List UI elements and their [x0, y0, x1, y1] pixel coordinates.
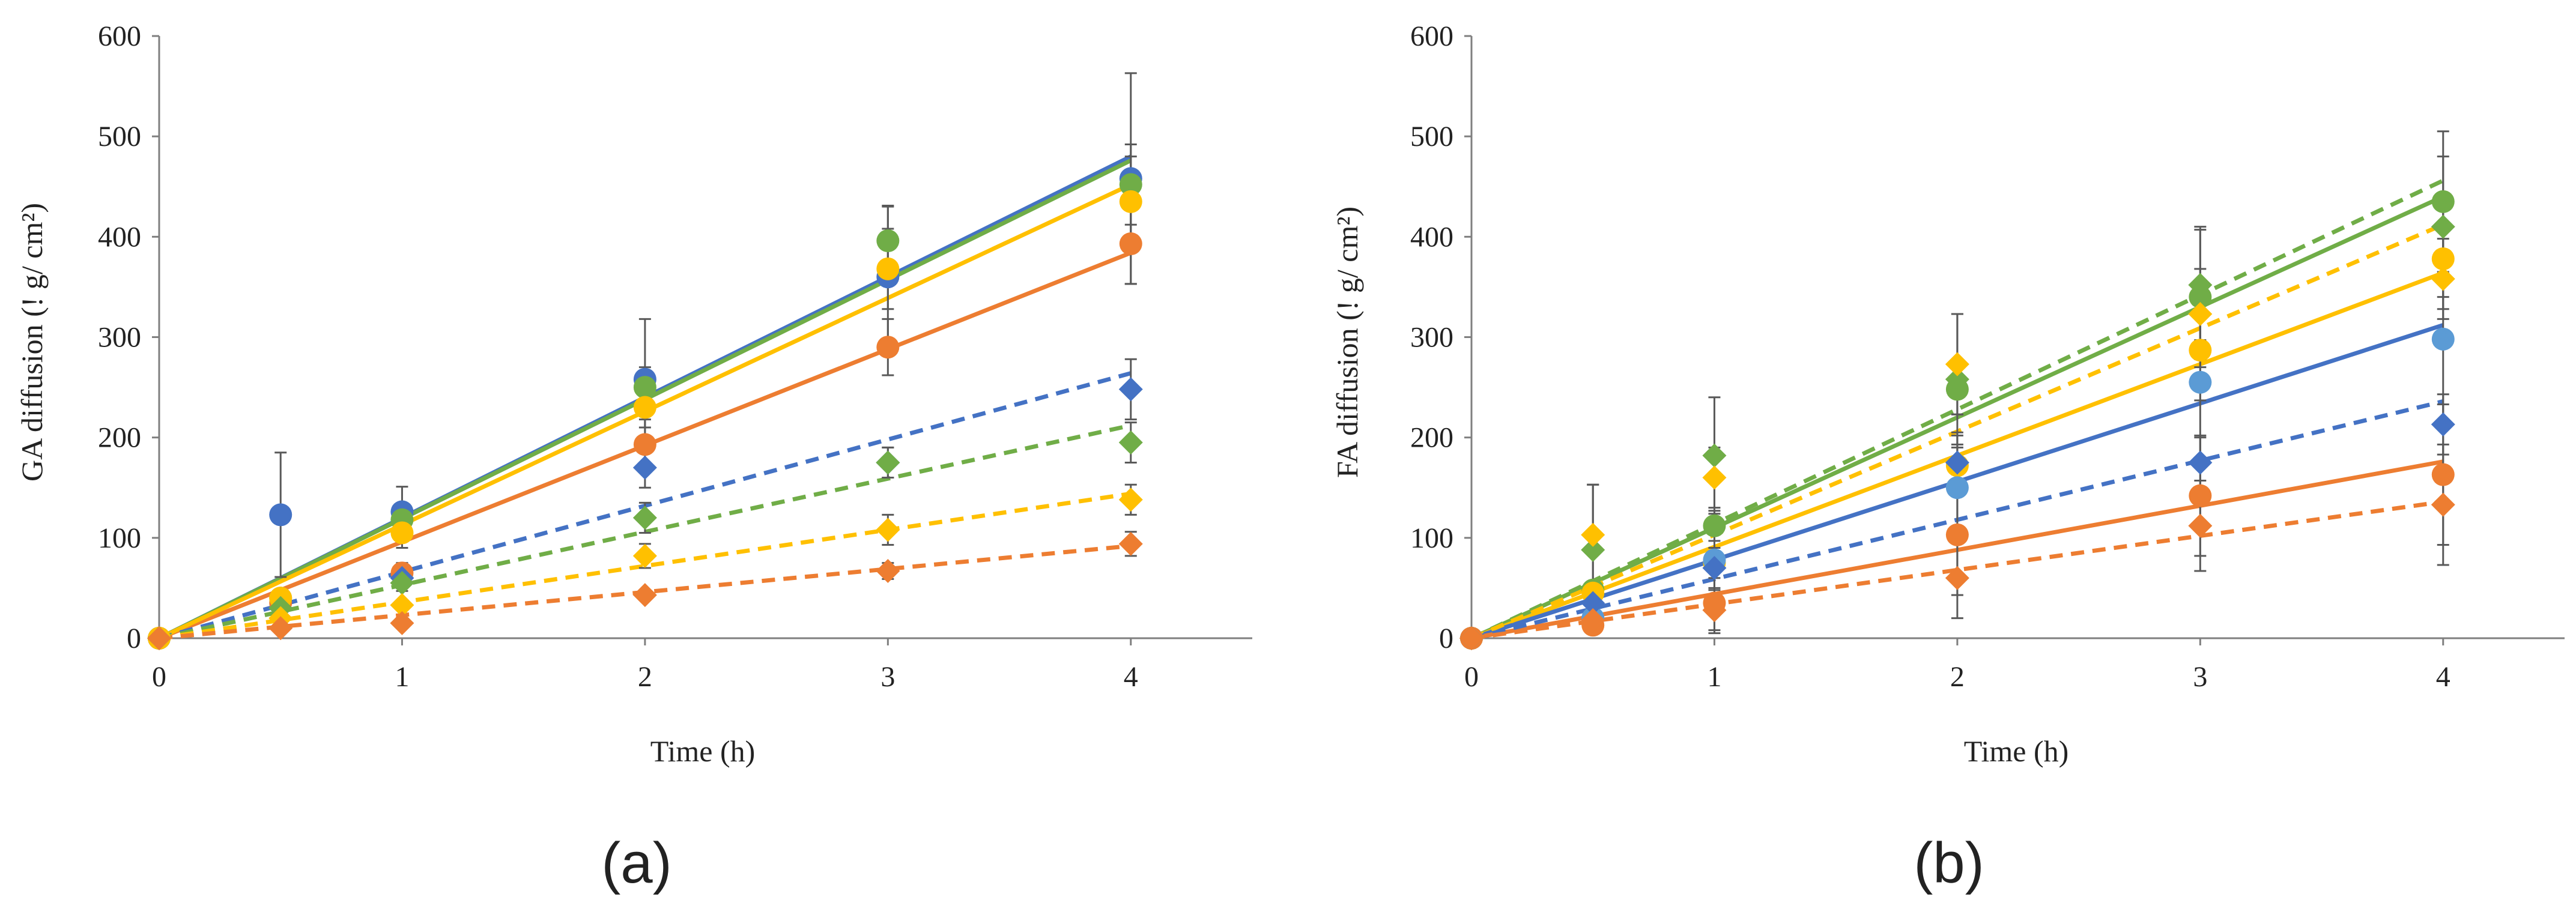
- data-point-yellow-diamond: [390, 593, 414, 617]
- data-point-green-circle: [633, 376, 656, 399]
- x-tick-label: 1: [395, 661, 409, 693]
- data-point-blue-diamond: [2431, 412, 2455, 436]
- data-point-orange-diamond: [1459, 626, 1483, 650]
- data-point-orange-circle: [2431, 463, 2455, 486]
- data-point-green-diamond: [1945, 367, 1969, 391]
- x-tick-label: 0: [1464, 661, 1479, 693]
- y-tick-label: 400: [1410, 221, 1453, 253]
- x-tick-label: 1: [1707, 661, 1721, 693]
- data-point-yellow-diamond: [2188, 302, 2213, 327]
- data-point-orange-diamond: [1118, 531, 1143, 556]
- trend-line-orange-diamond: [1471, 500, 2444, 641]
- data-point-yellow-diamond: [1702, 465, 1727, 490]
- y-tick-label: 0: [127, 623, 141, 654]
- data-point-orange-diamond: [1702, 598, 1727, 623]
- data-point-orange-diamond: [390, 611, 414, 635]
- data-point-green-circle: [1119, 173, 1142, 196]
- y-axis-title: GA diffusion (! g/ cm²): [15, 203, 49, 482]
- data-point-yellow-circle: [1119, 190, 1142, 213]
- data-point-orange-diamond: [2431, 492, 2455, 517]
- data-point-yellow-circle: [633, 396, 656, 419]
- data-point-green-circle: [2189, 285, 2212, 309]
- y-tick-label: 100: [1410, 522, 1453, 554]
- data-point-orange-circle: [1945, 523, 1969, 546]
- x-tick-label: 2: [638, 661, 652, 693]
- data-point-orange-diamond: [1945, 566, 1969, 590]
- y-tick-label: 500: [1410, 121, 1453, 152]
- chart-a: GA diffusion (! g/ cm²) Time (h) (a) 010…: [15, 20, 1252, 895]
- data-point-orange-diamond: [1581, 608, 1605, 632]
- data-point-yellow-circle: [2431, 247, 2455, 271]
- data-point-orange-diamond: [876, 558, 900, 583]
- data-point-orange-circle: [876, 336, 900, 359]
- x-axis-title: Time (h): [1964, 734, 2069, 768]
- data-point-green-circle: [876, 229, 900, 253]
- data-point-green-diamond: [1581, 537, 1605, 562]
- data-point-orange-circle: [2189, 484, 2212, 507]
- data-point-blue-diamond: [1702, 555, 1727, 580]
- data-point-green-diamond: [2188, 273, 2213, 297]
- y-tick-label: 200: [1410, 422, 1453, 454]
- y-tick-label: 0: [1439, 623, 1453, 654]
- y-tick-label: 300: [98, 322, 141, 354]
- trend-line-yellow-diamond: [159, 491, 1132, 641]
- data-point-green-diamond: [390, 571, 414, 596]
- y-tick-label: 100: [98, 522, 141, 554]
- y-axis-title: FA diffusion (! g/ cm²): [1330, 207, 1364, 478]
- y-tick-label: 300: [1410, 322, 1453, 354]
- data-point-green-diamond: [876, 450, 900, 475]
- data-point-yellow-diamond: [2431, 267, 2455, 291]
- data-point-yellow-circle: [2189, 339, 2212, 362]
- data-point-blue-circle: [269, 503, 292, 527]
- chart-caption: (b): [1914, 831, 1984, 895]
- x-tick-label: 3: [880, 661, 895, 693]
- data-point-orange-diamond: [268, 616, 293, 641]
- data-point-blue-diamond: [1945, 450, 1969, 475]
- data-point-light-blue-circle: [1945, 476, 1969, 500]
- data-point-orange-circle: [1119, 232, 1142, 256]
- data-point-green-diamond: [1118, 430, 1143, 455]
- data-point-yellow-circle: [390, 521, 414, 545]
- x-tick-label: 0: [152, 661, 166, 693]
- chart-caption: (a): [601, 831, 671, 895]
- data-point-blue-diamond: [632, 455, 657, 480]
- data-point-yellow-diamond: [876, 518, 900, 542]
- y-tick-label: 500: [98, 121, 141, 152]
- x-tick-label: 3: [2193, 661, 2207, 693]
- x-tick-label: 4: [1124, 661, 1138, 693]
- x-tick-label: 2: [1950, 661, 1965, 693]
- chart-b: FA diffusion (! g/ cm²) Time (h) (b) 010…: [1330, 20, 2565, 895]
- data-point-yellow-diamond: [1945, 352, 1969, 376]
- data-point-orange-diamond: [2188, 513, 2213, 538]
- data-point-orange-circle: [633, 433, 656, 456]
- data-point-yellow-diamond: [632, 543, 657, 568]
- data-point-blue-diamond: [1118, 377, 1143, 402]
- data-point-green-circle: [2431, 190, 2455, 213]
- x-axis-title: Time (h): [650, 734, 756, 768]
- y-tick-label: 600: [98, 20, 141, 52]
- data-point-green-diamond: [1702, 443, 1727, 468]
- data-point-green-diamond: [2431, 214, 2455, 239]
- data-point-yellow-diamond: [1118, 488, 1143, 512]
- data-point-green-diamond: [632, 506, 657, 530]
- data-point-light-blue-circle: [2189, 370, 2212, 394]
- y-tick-label: 600: [1410, 20, 1453, 52]
- data-point-yellow-diamond: [1581, 522, 1605, 547]
- data-point-orange-diamond: [632, 583, 657, 608]
- data-point-blue-diamond: [1581, 591, 1605, 615]
- y-tick-label: 400: [98, 221, 141, 253]
- trend-line-green-diamond: [1470, 178, 2444, 641]
- data-point-blue-diamond: [2188, 450, 2213, 475]
- y-tick-label: 200: [98, 422, 141, 454]
- data-point-orange-diamond: [147, 626, 171, 650]
- x-tick-label: 4: [2436, 661, 2450, 693]
- data-point-light-blue-circle: [2431, 327, 2455, 351]
- data-point-green-circle: [1703, 514, 1726, 537]
- data-point-yellow-circle: [876, 257, 900, 280]
